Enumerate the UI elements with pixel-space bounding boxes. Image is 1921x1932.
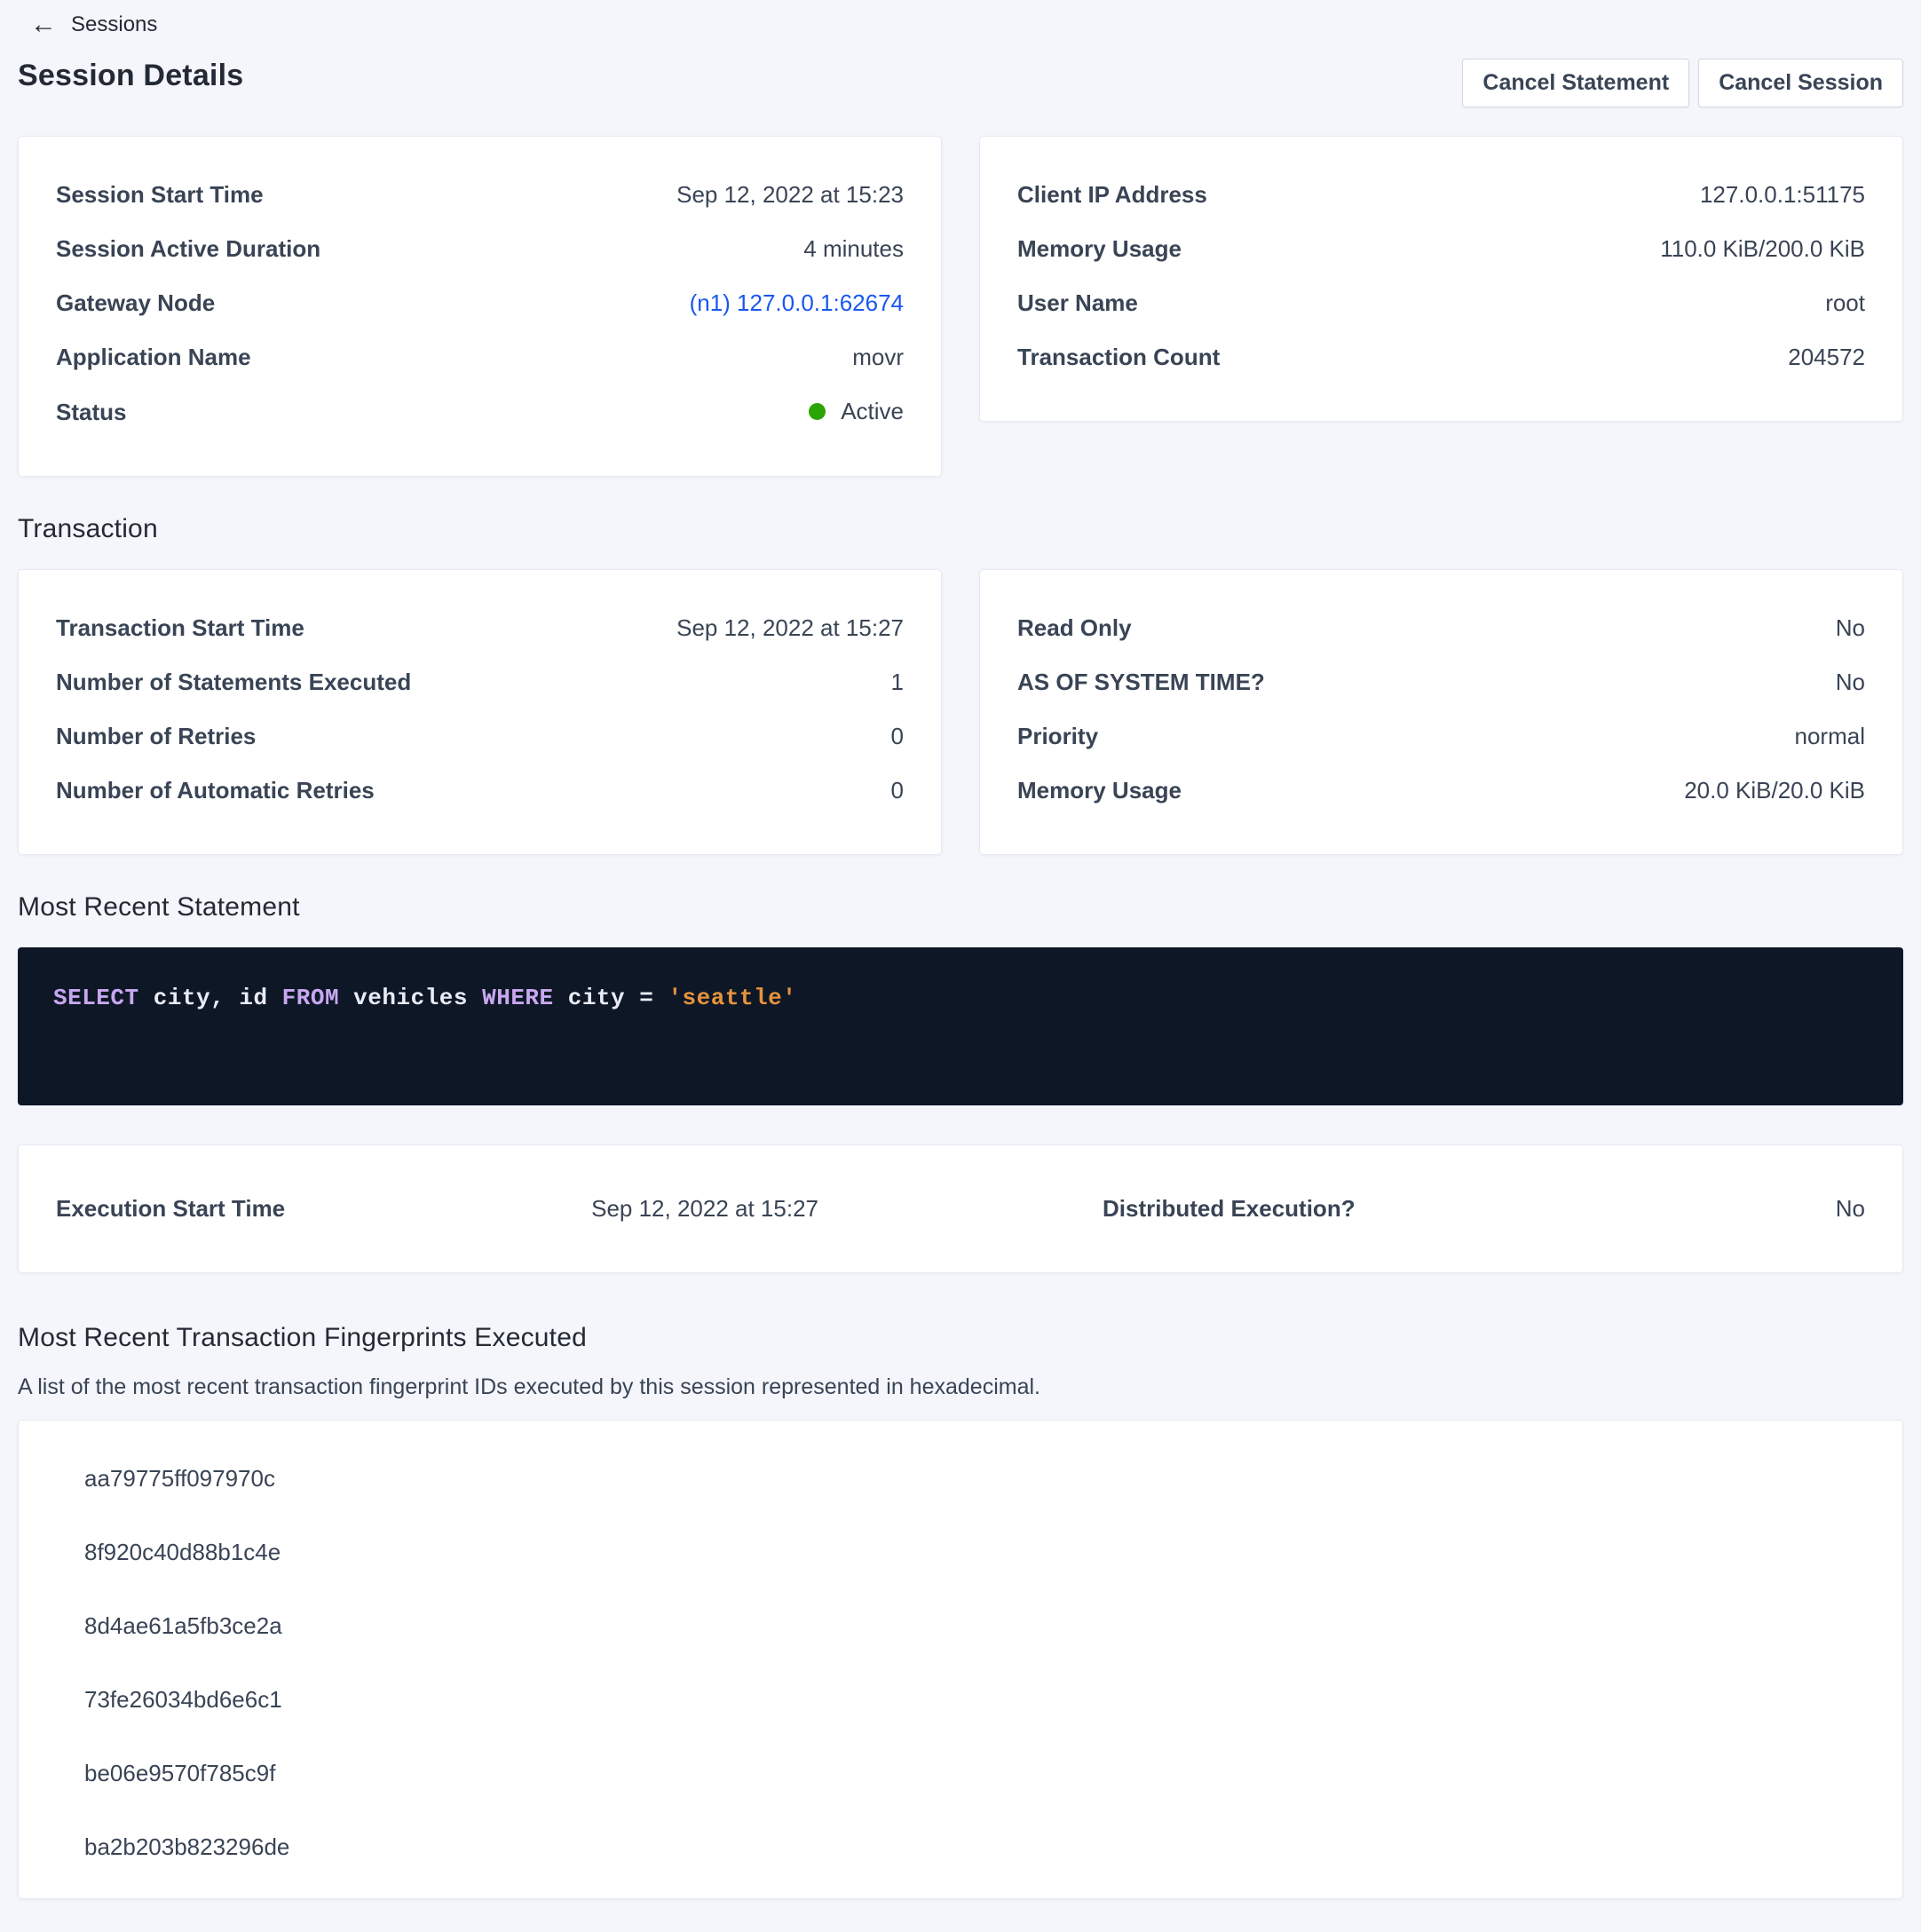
status-label: Active: [841, 398, 904, 424]
row-txn-memory-usage: Memory Usage 20.0 KiB/20.0 KiB: [1017, 775, 1865, 806]
most-recent-statement-heading: Most Recent Statement: [18, 892, 300, 922]
sql-keyword: WHERE: [482, 985, 554, 1011]
row-value: No: [1835, 669, 1865, 695]
row-label: Priority: [1017, 723, 1099, 749]
session-overview-left-card: Session Start Time Sep 12, 2022 at 15:23…: [18, 136, 942, 477]
row-label: Gateway Node: [56, 289, 216, 316]
row-distributed-execution: Distributed Execution? No: [1103, 1193, 1865, 1224]
row-label: Memory Usage: [1017, 777, 1182, 804]
row-label: Transaction Start Time: [56, 614, 304, 641]
fingerprint-list: aa79775ff097970c 8f920c40d88b1c4e 8d4ae6…: [56, 1442, 1865, 1884]
row-label: Memory Usage: [1017, 235, 1182, 262]
row-value: 110.0 KiB/200.0 KiB: [1660, 235, 1865, 262]
transaction-section: Transaction Start Time Sep 12, 2022 at 1…: [18, 569, 1903, 855]
sql-text: vehicles: [339, 985, 483, 1011]
row-value: No: [1835, 614, 1865, 641]
row-value: Sep 12, 2022 at 15:27: [676, 614, 904, 641]
sql-keyword: FROM: [281, 985, 340, 1011]
row-value: Sep 12, 2022 at 15:27: [591, 1195, 818, 1222]
row-label: AS OF SYSTEM TIME?: [1017, 669, 1265, 695]
row-session-start-time: Session Start Time Sep 12, 2022 at 15:23: [56, 179, 904, 210]
row-label: Number of Statements Executed: [56, 669, 412, 695]
sql-statement: SELECT city, id FROM vehicles WHERE city…: [53, 985, 796, 1011]
fingerprints-description: A list of the most recent transaction fi…: [18, 1374, 1040, 1399]
row-application-name: Application Name movr: [56, 342, 904, 373]
row-label: Transaction Count: [1017, 344, 1221, 370]
fingerprint-item: ba2b203b823296de: [84, 1833, 290, 1860]
row-user-name: User Name root: [1017, 288, 1865, 319]
row-read-only: Read Only No: [1017, 613, 1865, 644]
gateway-node-link[interactable]: (n1) 127.0.0.1:62674: [689, 289, 904, 316]
fingerprint-item: aa79775ff097970c: [84, 1465, 275, 1492]
row-value: No: [1835, 1195, 1865, 1222]
row-label: User Name: [1017, 289, 1138, 316]
status-active-dot-icon: [809, 403, 826, 420]
row-gateway-node: Gateway Node (n1) 127.0.0.1:62674: [56, 288, 904, 319]
fingerprints-card: aa79775ff097970c 8f920c40d88b1c4e 8d4ae6…: [18, 1420, 1903, 1899]
row-value: movr: [852, 344, 904, 370]
back-link-sessions[interactable]: ← Sessions: [18, 10, 158, 39]
row-value: 0: [890, 723, 904, 749]
fingerprints-section-heading: Most Recent Transaction Fingerprints Exe…: [18, 1323, 587, 1352]
row-label: Application Name: [56, 344, 251, 370]
cancel-statement-button[interactable]: Cancel Statement: [1462, 59, 1690, 107]
row-automatic-retries: Number of Automatic Retries 0: [56, 775, 904, 806]
status-badge: Active: [809, 396, 904, 427]
session-overview-section: Session Start Time Sep 12, 2022 at 15:23…: [18, 136, 1903, 477]
row-client-ip-address: Client IP Address 127.0.0.1:51175: [1017, 179, 1865, 210]
session-overview-right-card: Client IP Address 127.0.0.1:51175 Memory…: [979, 136, 1903, 422]
cancel-session-button[interactable]: Cancel Session: [1698, 59, 1903, 107]
row-priority: Priority normal: [1017, 721, 1865, 752]
header-actions: Cancel Statement Cancel Session: [1462, 59, 1903, 107]
row-label: Distributed Execution?: [1103, 1195, 1356, 1222]
back-link-label: Sessions: [71, 12, 158, 36]
row-value: 20.0 KiB/20.0 KiB: [1684, 777, 1865, 804]
row-label: Number of Retries: [56, 723, 257, 749]
row-value: 0: [890, 777, 904, 804]
row-transaction-count: Transaction Count 204572: [1017, 342, 1865, 373]
fingerprint-item: 73fe26034bd6e6c1: [84, 1686, 282, 1713]
row-value: root: [1825, 289, 1865, 316]
page-header: Session Details Cancel Statement Cancel …: [18, 59, 1903, 107]
row-label: Status: [56, 399, 127, 425]
fingerprint-item: be06e9570f785c9f: [84, 1760, 276, 1786]
row-label: Read Only: [1017, 614, 1132, 641]
row-value: Sep 12, 2022 at 15:23: [676, 181, 904, 208]
back-arrow-icon: ←: [30, 10, 57, 39]
row-value: 1: [890, 669, 904, 695]
row-value: 4 minutes: [803, 235, 904, 262]
row-value: 127.0.0.1:51175: [1699, 181, 1865, 208]
row-as-of-system-time: AS OF SYSTEM TIME? No: [1017, 667, 1865, 698]
row-execution-start-time: Execution Start Time Sep 12, 2022 at 15:…: [56, 1193, 818, 1224]
transaction-left-card: Transaction Start Time Sep 12, 2022 at 1…: [18, 569, 942, 855]
row-status: Status Active: [56, 396, 904, 428]
row-label: Client IP Address: [1017, 181, 1207, 208]
transaction-right-card: Read Only No AS OF SYSTEM TIME? No Prior…: [979, 569, 1903, 855]
sql-string-literal: 'seattle': [668, 985, 797, 1011]
sql-keyword: SELECT: [53, 985, 139, 1011]
sql-text: city, id: [138, 985, 282, 1011]
fingerprint-item: 8d4ae61a5fb3ce2a: [84, 1612, 282, 1639]
row-transaction-start-time: Transaction Start Time Sep 12, 2022 at 1…: [56, 613, 904, 644]
row-session-active-duration: Session Active Duration 4 minutes: [56, 234, 904, 265]
transaction-section-heading: Transaction: [18, 514, 158, 543]
row-label: Execution Start Time: [56, 1195, 286, 1222]
row-label: Number of Automatic Retries: [56, 777, 375, 804]
row-value: normal: [1794, 723, 1865, 749]
row-value: 204572: [1788, 344, 1865, 370]
row-number-of-retries: Number of Retries 0: [56, 721, 904, 752]
row-memory-usage: Memory Usage 110.0 KiB/200.0 KiB: [1017, 234, 1865, 265]
fingerprint-item: 8f920c40d88b1c4e: [84, 1539, 281, 1565]
sql-statement-block: SELECT city, id FROM vehicles WHERE city…: [18, 947, 1903, 1105]
page-title: Session Details: [18, 59, 244, 92]
row-label: Session Start Time: [56, 181, 264, 208]
execution-details-card: Execution Start Time Sep 12, 2022 at 15:…: [18, 1144, 1903, 1273]
row-statements-executed: Number of Statements Executed 1: [56, 667, 904, 698]
sql-text: city =: [553, 985, 668, 1011]
row-label: Session Active Duration: [56, 235, 321, 262]
